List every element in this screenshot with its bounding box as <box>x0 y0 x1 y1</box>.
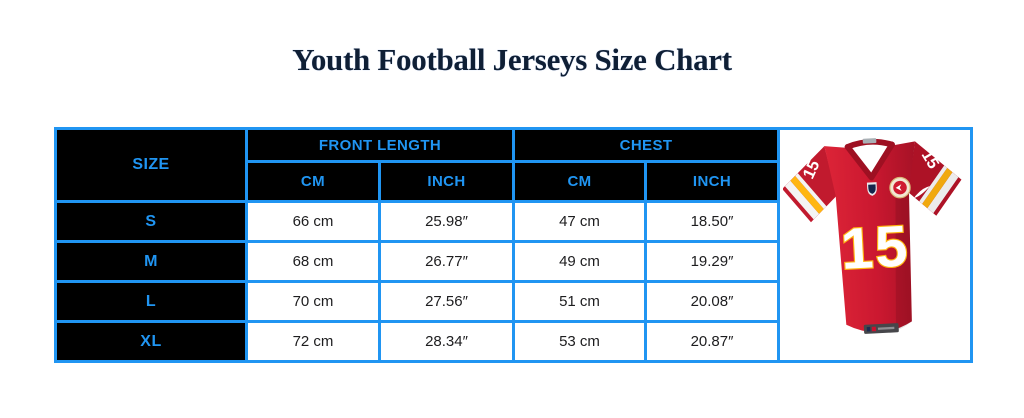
jersey-image-cell: 15 15 <box>777 127 974 363</box>
chest-cm-value: 51 cm <box>512 280 648 323</box>
chest-inch-header: INCH <box>644 160 781 203</box>
chest-inch-value: 19.29″ <box>644 240 781 283</box>
chest-cm-value: 53 cm <box>512 320 648 363</box>
front-length-group-header: FRONT LENGTH <box>244 127 516 163</box>
chest-group-header: CHEST <box>512 127 781 163</box>
front-inch-header: INCH <box>377 160 516 203</box>
chest-cm-value: 49 cm <box>512 240 648 283</box>
size-column-header: SIZE <box>54 127 248 203</box>
front-length-inch-value: 26.77″ <box>377 240 516 283</box>
table-row-s: S 66 cm 25.98″ 47 cm 18.50″ <box>54 200 972 243</box>
size-label: M <box>54 240 248 283</box>
team-patch-icon <box>889 176 911 199</box>
size-label: L <box>54 280 248 323</box>
jersey-image: 15 15 <box>780 134 970 356</box>
chest-cm-header: CM <box>512 160 648 203</box>
chest-inch-value: 20.08″ <box>644 280 781 323</box>
table-row-xl: XL 72 cm 28.34″ 53 cm 20.87″ <box>54 320 972 363</box>
jersey-right-sleeve <box>908 141 962 216</box>
nfl-shield-icon <box>866 182 877 196</box>
jersey-collar <box>844 138 895 181</box>
swoosh-icon <box>914 186 930 199</box>
red-football-jersey-illustration: 15 15 <box>783 138 962 334</box>
front-length-inch-value: 25.98″ <box>377 200 516 243</box>
front-cm-header: CM <box>245 160 381 203</box>
page-title: Youth Football Jerseys Size Chart <box>292 42 732 77</box>
front-length-cm-value: 70 cm <box>245 280 381 323</box>
table-row-l: L 70 cm 27.56″ 51 cm 20.08″ <box>54 280 972 323</box>
jersey-left-sleeve <box>783 146 837 223</box>
jersey-side-shadow <box>895 191 912 331</box>
jersey-chest-number: 15 <box>839 214 911 281</box>
jock-tag <box>863 323 899 334</box>
size-chart-table: SIZE FRONT LENGTH CHEST <box>54 127 974 363</box>
front-length-cm-value: 72 cm <box>245 320 381 363</box>
front-length-cm-value: 68 cm <box>245 240 381 283</box>
table-row-m: M 68 cm 26.77″ 49 cm 19.29″ <box>54 240 972 283</box>
front-length-inch-value: 27.56″ <box>377 280 516 323</box>
size-label: XL <box>54 320 248 363</box>
chest-inch-value: 20.87″ <box>644 320 781 363</box>
chest-cm-value: 47 cm <box>512 200 648 243</box>
size-label: S <box>54 200 248 243</box>
front-length-inch-value: 28.34″ <box>377 320 516 363</box>
header-group-row: SIZE FRONT LENGTH CHEST <box>54 127 974 363</box>
header-sub-row: CM INCH CM INCH <box>56 160 972 203</box>
front-length-cm-value: 66 cm <box>245 200 381 243</box>
chest-inch-value: 18.50″ <box>644 200 781 243</box>
